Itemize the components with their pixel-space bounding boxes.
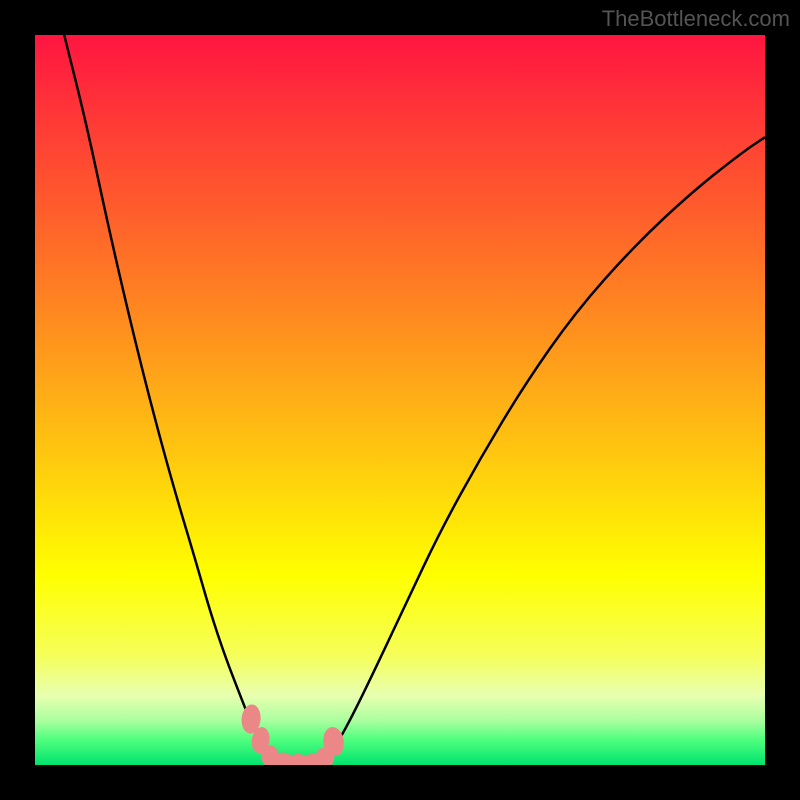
plot-area — [35, 35, 765, 765]
gradient-background — [35, 35, 765, 765]
watermark-text: TheBottleneck.com — [602, 6, 790, 32]
chart-container: TheBottleneck.com — [0, 0, 800, 800]
bottleneck-chart — [35, 35, 765, 765]
